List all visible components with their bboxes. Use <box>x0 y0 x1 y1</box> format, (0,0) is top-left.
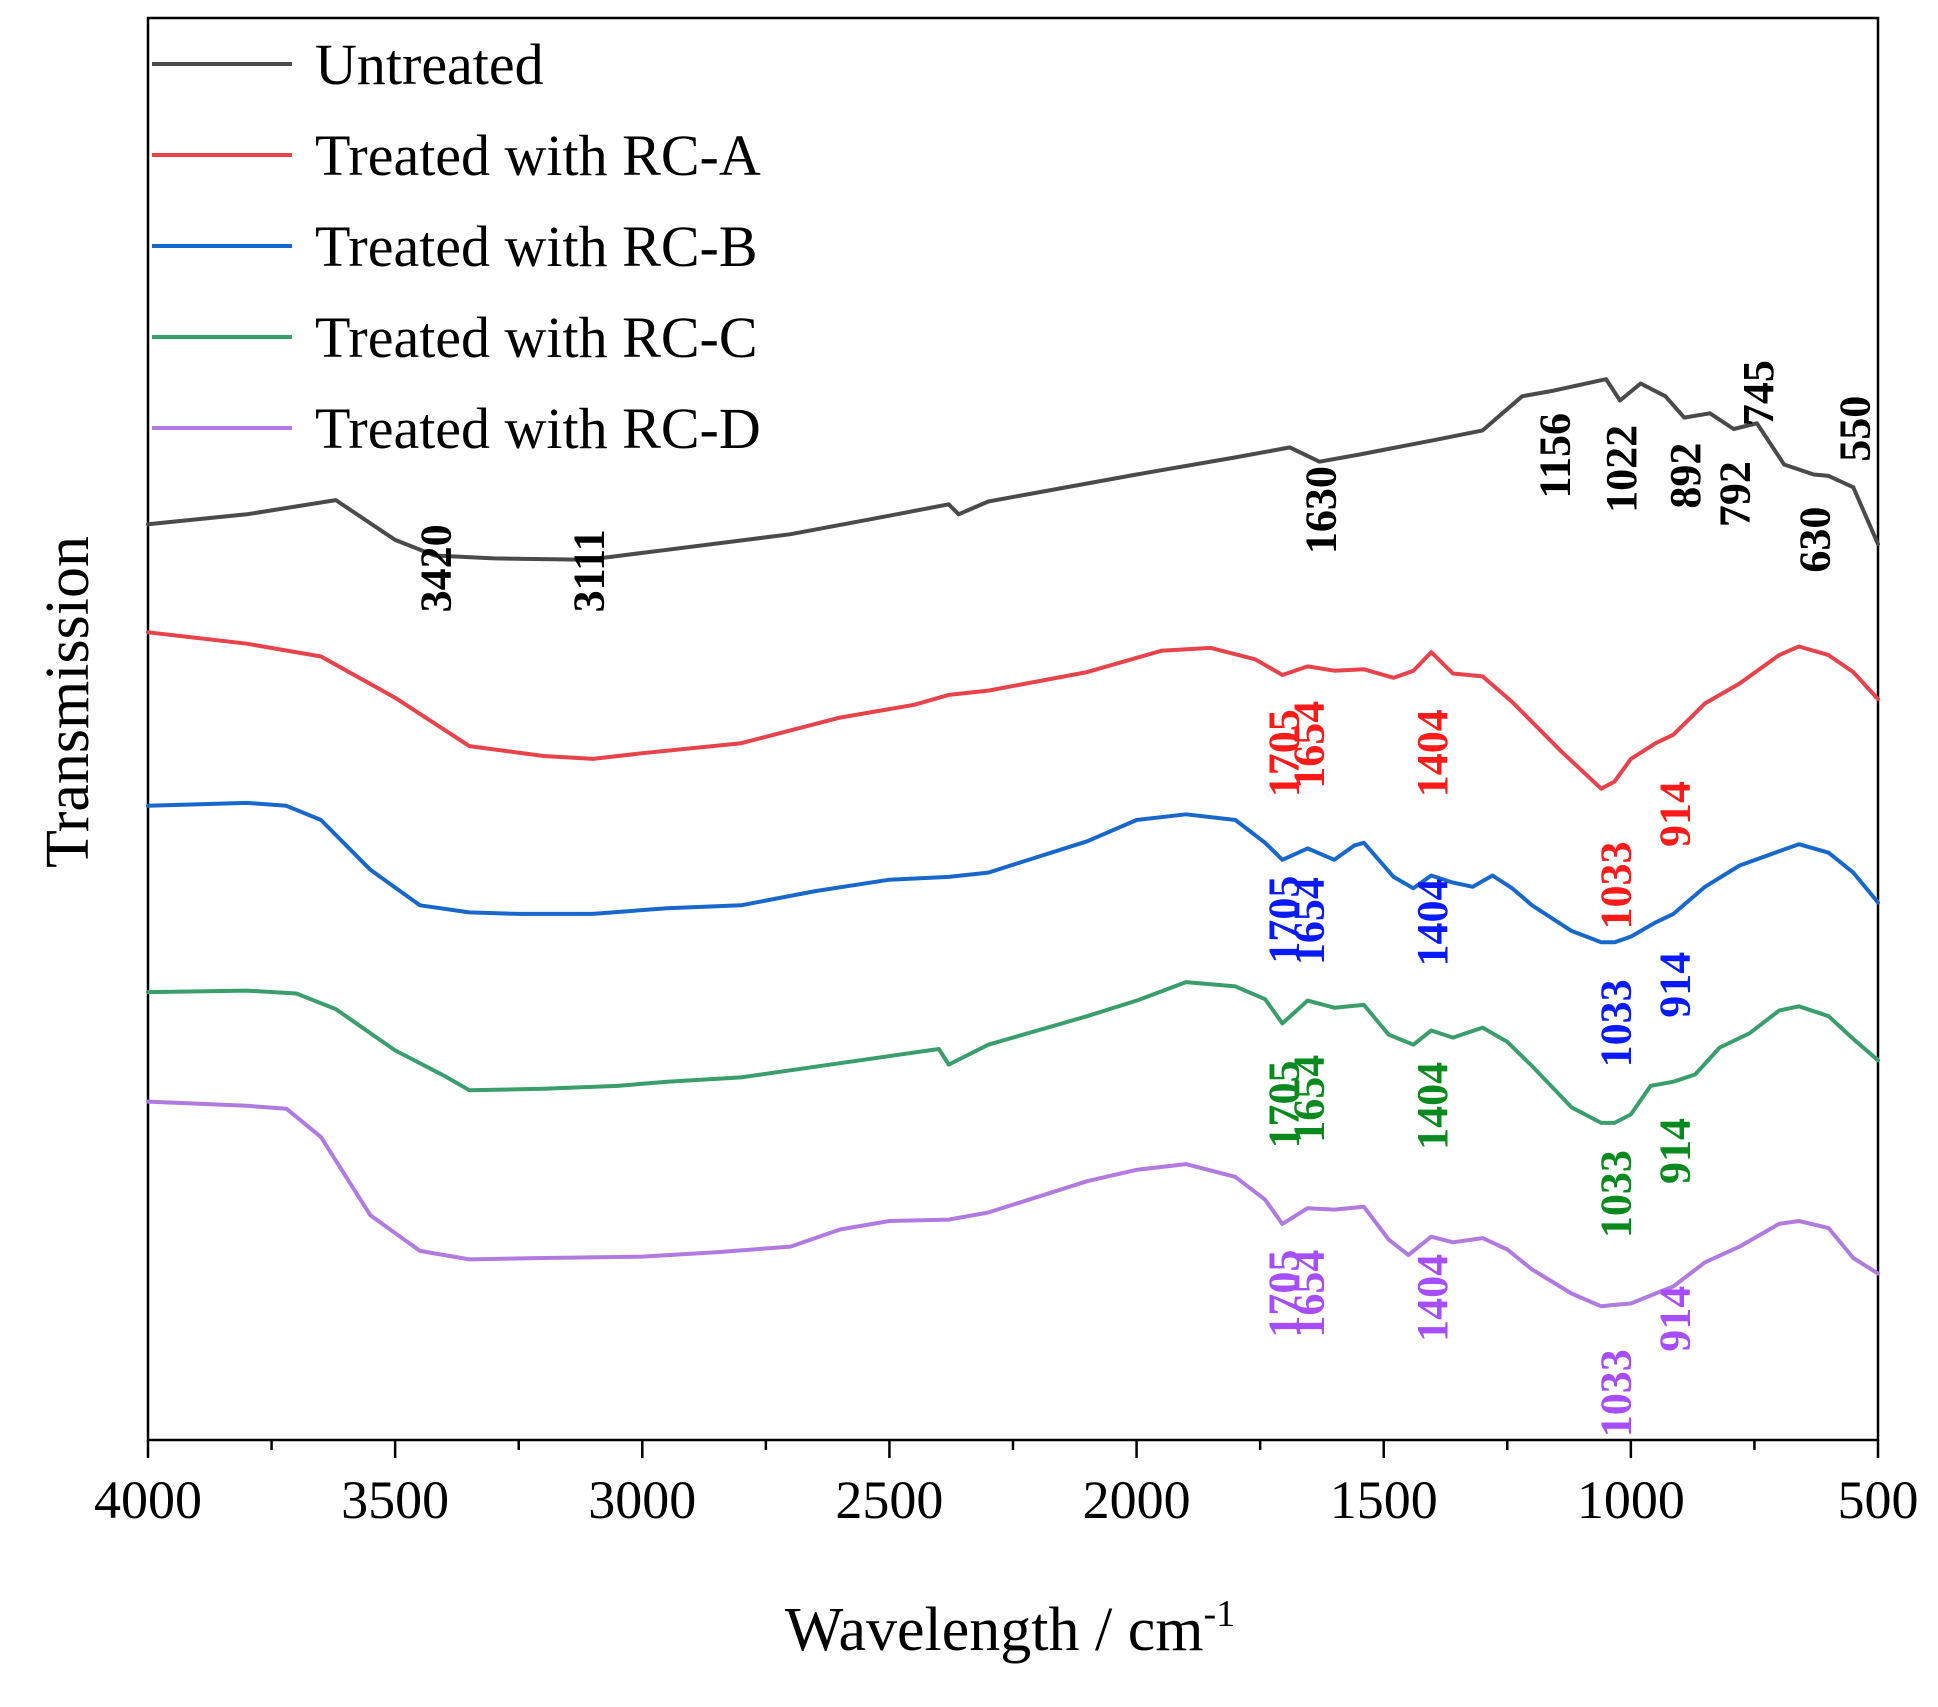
peak-label-4: 1156 <box>1531 413 1580 499</box>
peak-label-30: 914 <box>1650 1286 1699 1352</box>
peak-label-5: 1022 <box>1597 425 1646 513</box>
x-axis-title: Wavelength / cm-1 <box>785 1593 1235 1664</box>
x-tick-label: 1500 <box>1330 1470 1438 1530</box>
y-axis-title: Transmission <box>34 536 102 868</box>
peak-label-22: 1654 <box>1285 1055 1334 1143</box>
peak-label-11: 1705 <box>1259 709 1308 797</box>
series-line-3 <box>146 800 1880 945</box>
x-axis: 4000 3500 3000 2500 2000 1500 1000 500 <box>94 1440 1919 1530</box>
peak-label-26: 1705 <box>1259 1250 1308 1338</box>
x-tick-label: 2000 <box>1083 1470 1191 1530</box>
peak-label-17: 1654 <box>1285 877 1334 965</box>
peak-label-28: 1404 <box>1408 1254 1457 1342</box>
x-tick-label: 3000 <box>588 1470 696 1530</box>
x-axis-title-superscript: -1 <box>1203 1593 1235 1635</box>
x-axis-title-main: Wavelength / cm <box>785 1596 1204 1664</box>
peak-label-29: 1033 <box>1592 1349 1641 1437</box>
series-layer <box>146 377 1880 1309</box>
peak-label-23: 1404 <box>1408 1062 1457 1150</box>
peak-label-25: 914 <box>1650 1118 1699 1184</box>
peak-label-1: 3420 <box>412 524 461 612</box>
x-tick-label: 1000 <box>1577 1470 1685 1530</box>
x-tick-label: 4000 <box>94 1470 202 1530</box>
legend: Untreated Treated with RC-A Treated with R… <box>152 32 761 461</box>
peak-label-16: 1705 <box>1259 876 1308 964</box>
peak-label-2: 3111 <box>564 529 613 612</box>
peak-label-12: 1654 <box>1285 701 1334 789</box>
peak-label-7: 792 <box>1711 461 1760 527</box>
x-tick-label: 3500 <box>341 1470 449 1530</box>
series-line-1 <box>146 377 1880 562</box>
peak-label-15: 914 <box>1650 781 1699 847</box>
x-tick-label: 500 <box>1838 1470 1919 1530</box>
legend-label-1: Untreated <box>315 32 544 97</box>
peak-label-18: 1404 <box>1408 879 1457 967</box>
legend-label-2: Treated with RC-A <box>315 123 761 188</box>
peak-label-10: 550 <box>1830 396 1879 462</box>
series-line-4 <box>146 980 1880 1125</box>
series-line-2 <box>146 630 1880 791</box>
peak-label-27: 1654 <box>1285 1250 1334 1338</box>
peak-label-21: 1705 <box>1259 1061 1308 1149</box>
x-tick-label: 2500 <box>835 1470 943 1530</box>
series-line-5 <box>146 1099 1880 1309</box>
peak-label-8: 745 <box>1734 360 1783 426</box>
peak-label-24: 1033 <box>1592 1150 1641 1238</box>
peak-label-14: 1033 <box>1592 842 1641 930</box>
legend-label-3: Treated with RC-B <box>315 214 758 279</box>
peak-label-6: 892 <box>1661 443 1710 509</box>
peak-label-9: 630 <box>1791 507 1840 573</box>
peak-label-19: 1033 <box>1592 979 1641 1067</box>
legend-label-5: Treated with RC-D <box>315 396 761 461</box>
peak-label-20: 914 <box>1650 952 1699 1018</box>
peak-label-3: 1630 <box>1297 466 1346 554</box>
legend-label-4: Treated with RC-C <box>315 305 758 370</box>
peak-label-13: 1404 <box>1408 709 1457 797</box>
